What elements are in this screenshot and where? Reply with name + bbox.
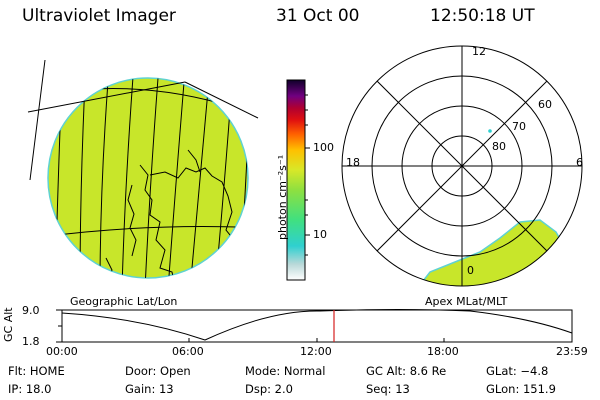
geo-longitude: GLon: 151.9 [486, 382, 556, 396]
lat-label-80: 80 [492, 140, 506, 153]
mlt-label-0: 0 [467, 264, 474, 277]
instrument-title: Ultraviolet Imager [22, 6, 176, 26]
colorbar-tick-100: 100 [313, 141, 334, 154]
altitude-tick-low: 1.8 [22, 335, 40, 348]
sequence-value: Seq: 13 [366, 382, 410, 396]
flight-status: Flt: HOME [8, 364, 65, 378]
mlt-label-6: 6 [576, 156, 583, 169]
geographic-image [27, 59, 259, 279]
time-tick-0600: 06:00 [172, 345, 204, 358]
time-tick-2359: 23:59 [556, 345, 588, 358]
geo-latitude: GLat: −4.8 [486, 364, 549, 378]
altitude-tick-high: 9.0 [22, 304, 40, 317]
apex-panel-label: Apex MLat/MLT [425, 295, 508, 308]
date-label: 31 Oct 00 [276, 6, 360, 26]
altitude-strip [56, 309, 573, 343]
gc-altitude: GC Alt: 8.6 Re [366, 364, 447, 378]
colorbar-tick-10: 10 [313, 228, 327, 241]
gain-value: Gain: 13 [125, 382, 174, 396]
time-label: 12:50:18 UT [430, 6, 535, 26]
mlt-label-12: 12 [472, 45, 486, 58]
altitude-axis-label: GC Alt [2, 307, 15, 342]
lat-label-70: 70 [512, 120, 526, 133]
time-tick-0000: 00:00 [46, 345, 78, 358]
display-value: Dsp: 2.0 [245, 382, 293, 396]
colorbar [286, 79, 310, 281]
lat-label-60: 60 [538, 98, 552, 111]
mode-status: Mode: Normal [245, 364, 326, 378]
polar-plot [341, 45, 583, 287]
time-tick-1200: 12:00 [300, 345, 332, 358]
geo-panel-label: Geographic Lat/Lon [70, 295, 178, 308]
mlt-label-18: 18 [346, 156, 360, 169]
ip-value: IP: 18.0 [8, 382, 52, 396]
door-status: Door: Open [125, 364, 191, 378]
colorbar-unit-label: photon cm⁻²s⁻¹ [276, 154, 289, 240]
time-tick-1800: 18:00 [427, 345, 459, 358]
